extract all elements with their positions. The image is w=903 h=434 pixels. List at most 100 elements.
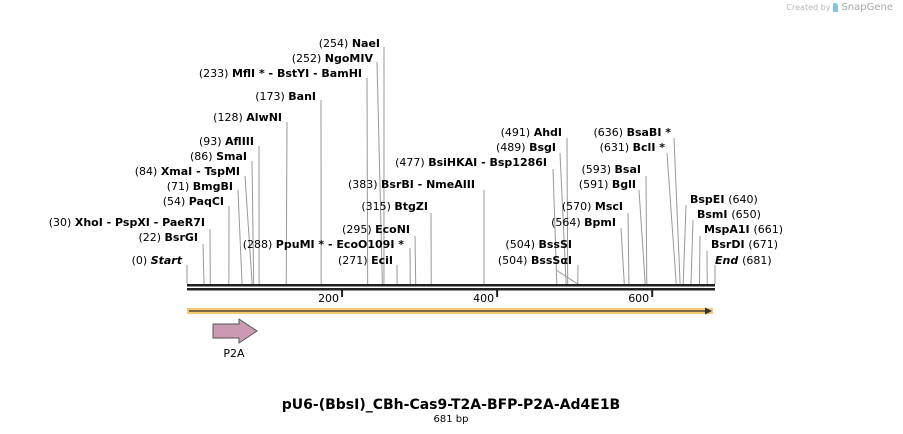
site-afliii[interactable]: (93) AflIII bbox=[199, 135, 260, 285]
site-ppumi[interactable]: (288) PpuMI * - EcoO109I * bbox=[243, 238, 411, 285]
site-position: (504) bbox=[498, 254, 531, 267]
site-ngomiv[interactable]: (252) NgoMIV bbox=[292, 52, 383, 285]
site-name: PpuMI * - EcoO109I * bbox=[276, 238, 404, 251]
site-label[interactable]: (288) PpuMI * - EcoO109I * bbox=[243, 238, 405, 251]
site-naei[interactable]: (254) NaeI bbox=[319, 37, 385, 285]
site-label[interactable]: (252) NgoMIV bbox=[292, 52, 374, 65]
site-label[interactable]: (271) EciI bbox=[338, 254, 393, 267]
site-start[interactable]: (0) Start bbox=[132, 254, 188, 284]
site-name: BsaBI * bbox=[627, 126, 672, 139]
site-label[interactable]: (504) BssSI bbox=[505, 238, 572, 251]
site-label[interactable]: (233) MflI * - BstYI - BamHI bbox=[199, 67, 362, 80]
site-label[interactable]: (593) BsaI bbox=[581, 163, 641, 176]
site-bsabi[interactable]: (636) BsaBI * bbox=[594, 126, 681, 285]
site-label[interactable]: (128) AlwNI bbox=[213, 111, 282, 124]
site-bsssαi[interactable]: (504) BssSαI bbox=[498, 254, 579, 285]
site-bsai[interactable]: (593) BsaI bbox=[581, 163, 648, 285]
site-name: BsaI bbox=[615, 163, 641, 176]
site-bsrdi[interactable]: BsrDI (671) bbox=[706, 238, 778, 285]
feature-p2a[interactable]: P2A bbox=[212, 318, 258, 360]
site-ahdi[interactable]: (491) AhdI bbox=[501, 126, 569, 285]
site-mfli[interactable]: (233) MflI * - BstYI - BamHI bbox=[199, 67, 369, 285]
site-marker-line bbox=[638, 189, 646, 285]
site-xmai[interactable]: (84) XmaI - TspMI bbox=[135, 165, 253, 285]
site-label[interactable]: BspEI (640) bbox=[690, 193, 758, 206]
site-label[interactable]: (254) NaeI bbox=[319, 37, 380, 50]
site-bsmi[interactable]: BsmI (650) bbox=[690, 208, 761, 285]
site-label[interactable]: (489) BsgI bbox=[496, 141, 556, 154]
site-end[interactable]: End (681) bbox=[714, 254, 772, 284]
site-bspei[interactable]: BspEI (640) bbox=[682, 193, 758, 285]
site-bpmi[interactable]: (564) BpmI bbox=[551, 216, 625, 285]
site-name: BsiHKAI - Bsp1286I bbox=[428, 156, 547, 169]
site-bgli[interactable]: (591) BglI bbox=[579, 178, 646, 285]
site-marker-line bbox=[237, 189, 243, 285]
site-marker-line bbox=[666, 152, 677, 285]
site-label[interactable]: (564) BpmI bbox=[551, 216, 616, 229]
site-label[interactable]: MspA1I (661) bbox=[704, 223, 783, 236]
site-bsrbi[interactable]: (383) BsrBI - NmeAIII bbox=[348, 178, 485, 285]
site-label[interactable]: (93) AflIII bbox=[199, 135, 254, 148]
site-econi[interactable]: (295) EcoNI bbox=[342, 223, 417, 285]
site-position: (288) bbox=[243, 238, 276, 251]
site-xhoi[interactable]: (30) XhoI - PspXI - PaeR7I bbox=[49, 216, 211, 285]
site-label[interactable]: (477) BsiHKAI - Bsp1286I bbox=[395, 156, 547, 169]
site-name: BpmI bbox=[584, 216, 616, 229]
site-position: (71) bbox=[167, 180, 193, 193]
site-position: (650) bbox=[731, 208, 761, 221]
site-label[interactable]: BsmI (650) bbox=[697, 208, 761, 221]
site-name: BsrGI bbox=[165, 231, 198, 244]
site-label[interactable]: (54) PaqCI bbox=[163, 195, 224, 208]
site-label[interactable]: (0) Start bbox=[132, 254, 183, 267]
site-label[interactable]: (30) XhoI - PspXI - PaeR7I bbox=[49, 216, 205, 229]
site-name: XmaI - TspMI bbox=[161, 165, 240, 178]
site-name: AflIII bbox=[225, 135, 254, 148]
site-label[interactable]: (86) SmaI bbox=[190, 150, 247, 163]
snapgene-logo-icon bbox=[833, 3, 839, 12]
site-label[interactable]: (295) EcoNI bbox=[342, 223, 410, 236]
site-name: PaqCI bbox=[189, 195, 224, 208]
site-marker-line bbox=[559, 152, 567, 285]
site-position: (233) bbox=[199, 67, 232, 80]
site-alwni[interactable]: (128) AlwNI bbox=[213, 111, 288, 285]
site-btgzi[interactable]: (315) BtgZI bbox=[361, 200, 432, 285]
site-label[interactable]: BsrDI (671) bbox=[711, 238, 778, 251]
p2a-arrow-icon[interactable] bbox=[212, 318, 258, 344]
site-label[interactable]: (383) BsrBI - NmeAIII bbox=[348, 178, 475, 191]
site-paqci[interactable]: (54) PaqCI bbox=[163, 195, 230, 285]
site-mspa1i[interactable]: MspA1I (661) bbox=[698, 223, 783, 285]
site-name: EcoNI bbox=[375, 223, 410, 236]
site-name: NaeI bbox=[352, 37, 380, 50]
site-position: (636) bbox=[594, 126, 627, 139]
site-label[interactable]: (631) BclI * bbox=[600, 141, 666, 154]
site-label[interactable]: (570) MscI bbox=[562, 200, 623, 213]
site-ecii[interactable]: (271) EciI bbox=[338, 254, 398, 285]
site-label[interactable]: (504) BssSαI bbox=[498, 254, 572, 267]
site-label[interactable]: (491) AhdI bbox=[501, 126, 562, 139]
site-label[interactable]: (315) BtgZI bbox=[361, 200, 428, 213]
site-marker-line bbox=[673, 137, 681, 285]
site-name: MspA1I bbox=[704, 223, 753, 236]
site-bsssi[interactable]: (504) BssSI bbox=[505, 238, 579, 285]
snapgene-watermark: Created by SnapGene bbox=[786, 2, 893, 13]
site-msci[interactable]: (570) MscI bbox=[562, 200, 630, 285]
site-name: BspEI bbox=[690, 193, 728, 206]
site-label[interactable]: (84) XmaI - TspMI bbox=[135, 165, 240, 178]
site-bsihkai[interactable]: (477) BsiHKAI - Bsp1286I bbox=[395, 156, 558, 285]
site-bani[interactable]: (173) BanI bbox=[255, 90, 322, 285]
site-label[interactable]: (71) BmgBI bbox=[167, 180, 233, 193]
site-bcli[interactable]: (631) BclI * bbox=[600, 141, 677, 285]
site-bmgbi[interactable]: (71) BmgBI bbox=[167, 180, 243, 285]
site-position: (640) bbox=[728, 193, 758, 206]
site-label[interactable]: (636) BsaBI * bbox=[594, 126, 672, 139]
site-label[interactable]: End (681) bbox=[715, 254, 772, 267]
site-bsrgi[interactable]: (22) BsrGI bbox=[138, 231, 205, 285]
site-bsgi[interactable]: (489) BsgI bbox=[496, 141, 567, 285]
backbone-bottom-strand bbox=[187, 288, 715, 291]
site-label[interactable]: (173) BanI bbox=[255, 90, 316, 103]
site-position: (315) bbox=[361, 200, 394, 213]
site-smai[interactable]: (86) SmaI bbox=[190, 150, 255, 285]
site-label[interactable]: (591) BglI bbox=[579, 178, 636, 191]
site-label[interactable]: (22) BsrGI bbox=[138, 231, 198, 244]
